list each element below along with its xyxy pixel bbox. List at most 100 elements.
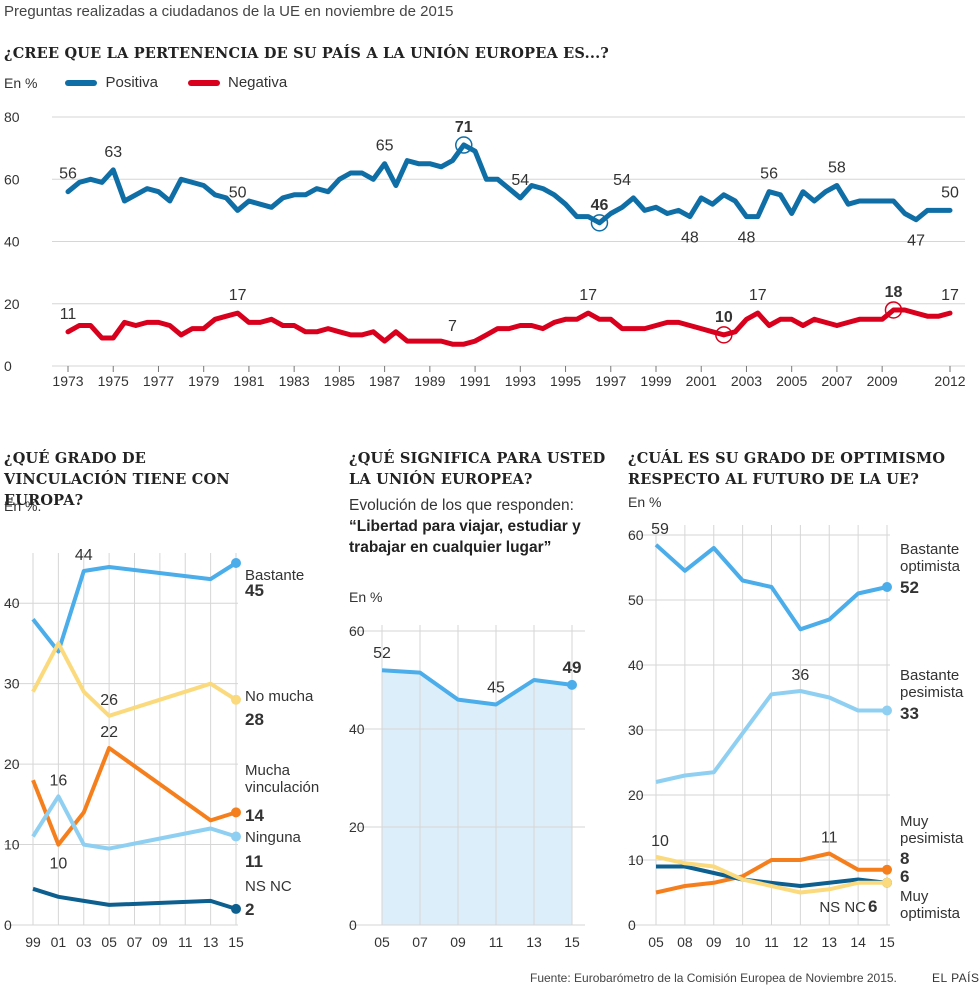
chart1-ytick-label: 0 [4, 358, 12, 374]
chart2-series-line [31, 641, 238, 718]
chart1-series-line-negativa [65, 307, 953, 347]
chart1-ytick-label: 40 [4, 234, 20, 250]
chart2-ytick-label: 40 [4, 595, 20, 611]
brand-logo-text: EL PAÍS [932, 971, 980, 985]
chart1-data-label: 10 [715, 309, 733, 326]
chart1-xtick-label: 1991 [459, 373, 490, 389]
chart1-data-label: 50 [229, 184, 247, 201]
chart1-xtick-label: 1979 [188, 373, 219, 389]
chart2-end-dot [231, 903, 241, 914]
chart1-xtick-label: 1995 [550, 373, 581, 389]
chart1-data-label: 54 [613, 172, 631, 189]
chart4-series-name: NS NC [819, 899, 866, 916]
chart4-ytick-label: 40 [628, 657, 644, 673]
chart1-data-label: 58 [828, 159, 846, 176]
chart4-ytick-label: 10 [628, 852, 644, 868]
chart1-highlight-marker [455, 136, 473, 154]
chart4-ytick-label: 0 [628, 917, 636, 933]
chart1-legend: En % Positiva Negativa [4, 74, 295, 91]
chart1-xtick-label: 2005 [776, 373, 807, 389]
chart2-xtick-label: 07 [127, 934, 143, 950]
legend-positiva-swatch [65, 79, 98, 86]
chart1-xtick-label: 2009 [867, 373, 898, 389]
chart1-xtick-label: 1985 [324, 373, 355, 389]
chart3-ytick-label: 60 [349, 623, 365, 639]
chart1-xtick-label: 1983 [279, 373, 310, 389]
chart1-data-label: 48 [738, 230, 756, 247]
chart4-title: ¿CUÁL ES SU GRADO DE OPTIMISMO RESPECTO … [628, 450, 946, 488]
chart4-xtick-label: 15 [879, 934, 895, 950]
chart3-area-fill [382, 670, 572, 925]
chart2-end-dot [231, 694, 241, 705]
legend-negativa-label: Negativa [228, 74, 288, 91]
chart4-end-dot [882, 877, 892, 888]
chart3-subtitle-bold: “Libertad para viajar, estudiar y trabaj… [349, 518, 581, 556]
chart3-title: ¿QUÉ SIGNIFICA PARA USTED LA UNIÓN EUROP… [349, 450, 606, 488]
chart1-data-label: 17 [579, 287, 597, 304]
chart1-data-label: 11 [60, 306, 77, 323]
chart1-highlight-marker [590, 214, 609, 232]
chart2-data-label: 22 [100, 724, 118, 741]
chart2-xtick-label: 05 [101, 934, 117, 950]
chart3-subtitle: Evolución de los que responden: “Liberta… [349, 495, 589, 558]
chart2-series-line [31, 746, 237, 847]
chart1-data-label: 17 [229, 287, 247, 304]
chart2-ytick-label: 10 [4, 837, 20, 853]
chart4-xtick-label: 13 [821, 934, 837, 950]
chart4-series-line [655, 851, 887, 895]
chart2-ytick-label: 30 [4, 676, 20, 692]
chart2-ytick-label: 0 [4, 917, 12, 933]
chart3-ytick-label: 0 [349, 917, 357, 933]
chart2-ytick-label: 20 [4, 756, 20, 772]
chart3-end-dot [567, 679, 577, 690]
chart2-xtick-label: 15 [228, 934, 244, 950]
chart1-data-label: 56 [760, 166, 778, 183]
chart1-series-line-positiva [65, 142, 953, 226]
chart2-end-value: 11 [245, 852, 263, 871]
chart2-unit: En %. [4, 498, 42, 514]
chart3-ytick-label: 20 [349, 819, 365, 835]
chart2-xtick-label: 11 [178, 934, 193, 950]
chart1-ytick-label: 20 [4, 296, 20, 312]
chart1-highlight-marker [884, 301, 903, 319]
chart1-ytick-label: 60 [4, 171, 20, 187]
chart3-unit: En % [349, 589, 383, 605]
chart1-data-label: 48 [681, 230, 699, 247]
chart1-data-label: 17 [941, 287, 959, 304]
chart1-xtick-label: 1977 [143, 373, 174, 389]
chart4-end-value: 33 [900, 704, 919, 723]
legend-negativa-swatch [188, 79, 220, 86]
chart2-xtick-label: 01 [51, 934, 67, 950]
chart4-end-dot [882, 582, 892, 592]
chart3-data-label: 49 [563, 658, 582, 677]
chart4-end-value: 8 [900, 849, 909, 868]
chart2-data-label: 44 [75, 547, 93, 564]
chart1-ytick-label: 80 [4, 109, 20, 125]
chart1-data-label: 18 [885, 284, 903, 301]
chart2-series-line [31, 561, 238, 654]
chart4-xtick-label: 09 [706, 934, 722, 950]
chart3-xtick-label: 05 [374, 934, 390, 950]
chart1-xtick-label: 1981 [233, 373, 264, 389]
chart4-end-value: 6 [868, 897, 877, 916]
chart2-title: ¿QUÉ GRADO DE VINCULACIÓN TIENE CON EURO… [4, 450, 230, 509]
chart4-ytick-label: 60 [628, 527, 644, 543]
chart4-series-line [656, 864, 888, 888]
chart4-series-name: optimista [900, 905, 961, 922]
chart3-data-label: 45 [487, 680, 505, 697]
chart3-data-label: 52 [373, 645, 391, 662]
chart2-end-dot [231, 831, 241, 842]
supertitle: Preguntas realizadas a ciudadanos de la … [4, 3, 454, 20]
chart4-data-label: 36 [791, 667, 809, 684]
legend-positiva-label: Positiva [105, 74, 158, 91]
chart3-xtick-label: 07 [412, 934, 428, 950]
chart4-xtick-label: 14 [850, 934, 866, 950]
chart4-unit: En % [628, 494, 662, 510]
chart3-xtick-label: 09 [450, 934, 466, 950]
chart2-end-value: 45 [245, 581, 264, 600]
chart1-xtick-label: 2003 [731, 373, 762, 389]
chart2-data-label: 26 [100, 692, 118, 709]
chart1-data-label: 50 [941, 184, 959, 201]
chart1-highlight-marker [715, 326, 733, 344]
chart3-ytick-label: 40 [349, 721, 365, 737]
